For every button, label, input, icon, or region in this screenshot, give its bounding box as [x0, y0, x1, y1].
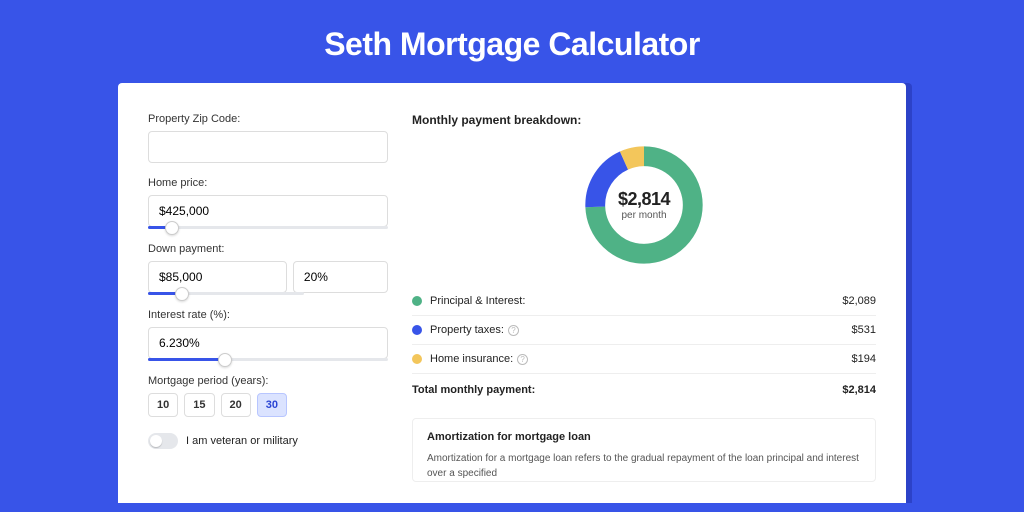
legend-value: $531 — [852, 324, 876, 336]
legend-row: Home insurance:? $194 — [412, 344, 876, 373]
donut-sub: per month — [621, 210, 666, 221]
down-payment-field: Down payment: — [148, 243, 388, 295]
form-column: Property Zip Code: Home price: Down paym… — [148, 113, 388, 503]
interest-slider-thumb[interactable] — [218, 353, 232, 367]
period-option-10[interactable]: 10 — [148, 393, 178, 417]
home-price-slider[interactable] — [148, 226, 388, 229]
interest-slider-fill — [148, 358, 225, 361]
info-icon[interactable]: ? — [517, 354, 528, 365]
zip-field: Property Zip Code: — [148, 113, 388, 163]
period-option-30[interactable]: 30 — [257, 393, 287, 417]
period-option-20[interactable]: 20 — [221, 393, 251, 417]
period-field: Mortgage period (years): 1015 2030 — [148, 375, 388, 417]
calculator-panel: Property Zip Code: Home price: Down paym… — [118, 83, 906, 503]
donut-center: $2,814 per month — [580, 141, 708, 269]
down-payment-amount-input[interactable] — [148, 261, 287, 293]
legend-value: $194 — [852, 353, 876, 365]
period-label: Mortgage period (years): — [148, 375, 388, 387]
legend-value: $2,089 — [842, 295, 876, 307]
donut-chart: $2,814 per month — [580, 141, 708, 269]
period-option-15[interactable]: 15 — [184, 393, 214, 417]
veteran-toggle[interactable] — [148, 433, 178, 449]
interest-label: Interest rate (%): — [148, 309, 388, 321]
zip-label: Property Zip Code: — [148, 113, 388, 125]
legend-dot — [412, 325, 422, 335]
down-payment-slider-thumb[interactable] — [175, 287, 189, 301]
down-payment-slider[interactable] — [148, 292, 304, 295]
legend-row: Property taxes:? $531 — [412, 315, 876, 344]
breakdown-title: Monthly payment breakdown: — [412, 113, 876, 127]
legend-row: Principal & Interest: $2,089 — [412, 287, 876, 315]
legend-label: Principal & Interest: — [430, 295, 834, 307]
interest-field: Interest rate (%): — [148, 309, 388, 361]
veteran-label: I am veteran or military — [186, 435, 298, 447]
amortization-card: Amortization for mortgage loan Amortizat… — [412, 418, 876, 482]
info-icon[interactable]: ? — [508, 325, 519, 336]
legend-dot — [412, 296, 422, 306]
home-price-slider-thumb[interactable] — [165, 221, 179, 235]
amortization-text: Amortization for a mortgage loan refers … — [427, 451, 861, 481]
home-price-field: Home price: — [148, 177, 388, 229]
home-price-label: Home price: — [148, 177, 388, 189]
interest-input[interactable] — [148, 327, 388, 359]
legend-list: Principal & Interest: $2,089 Property taxe… — [412, 287, 876, 373]
page-title: Seth Mortgage Calculator — [0, 0, 1024, 83]
total-row: Total monthly payment: $2,814 — [412, 373, 876, 406]
veteran-toggle-knob — [150, 435, 162, 447]
breakdown-column: Monthly payment breakdown: $2,814 per mo… — [412, 113, 876, 503]
interest-slider[interactable] — [148, 358, 388, 361]
zip-input[interactable] — [148, 131, 388, 163]
total-label: Total monthly payment: — [412, 384, 535, 396]
legend-dot — [412, 354, 422, 364]
period-options: 1015 2030 — [148, 393, 388, 417]
veteran-row: I am veteran or military — [148, 433, 388, 449]
amortization-title: Amortization for mortgage loan — [427, 431, 861, 443]
legend-label: Home insurance:? — [430, 353, 844, 365]
donut-chart-wrap: $2,814 per month — [412, 141, 876, 269]
total-value: $2,814 — [842, 384, 876, 396]
down-payment-percent-input[interactable] — [293, 261, 388, 293]
donut-amount: $2,814 — [618, 189, 670, 210]
down-payment-label: Down payment: — [148, 243, 388, 255]
home-price-input[interactable] — [148, 195, 388, 227]
legend-label: Property taxes:? — [430, 324, 844, 336]
